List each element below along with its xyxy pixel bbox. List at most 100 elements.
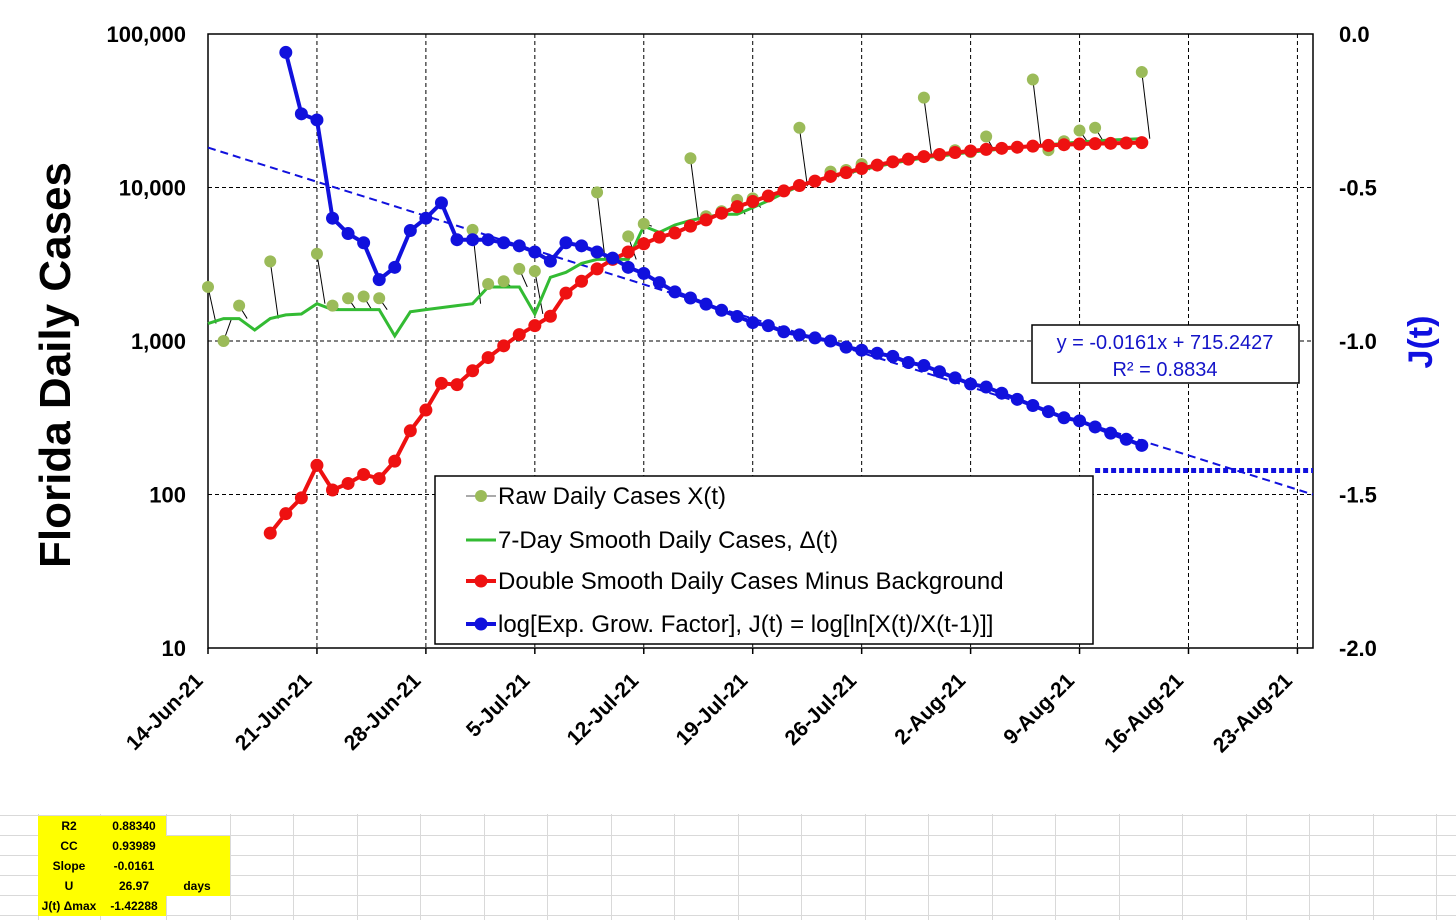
growth-factor-data-point	[668, 285, 682, 299]
raw-connector-line	[207, 286, 217, 324]
growth-factor-data-point	[1073, 414, 1087, 428]
double-smooth-data-point	[932, 148, 946, 162]
legend: Raw Daily Cases X(t) 7-Day Smooth Daily …	[434, 475, 1094, 645]
chart-canvas: 10 100 1,000 10,000 100,000 -2.0 -1.5 -1.0 -0.5…	[0, 0, 1456, 814]
growth-factor-data-point	[575, 239, 589, 253]
growth-factor-data-point	[652, 276, 666, 290]
growth-factor-data-point	[1010, 392, 1024, 406]
y-tick-label: 10	[162, 636, 186, 661]
legend-key-raw	[475, 490, 487, 502]
growth-factor-data-point	[901, 355, 915, 369]
sheet-row-line	[0, 855, 1456, 856]
growth-factor-data-point	[279, 45, 293, 59]
growth-factor-data-point	[683, 291, 697, 305]
legend-key-growth-factor	[474, 617, 488, 631]
growth-factor-data-point	[341, 227, 355, 241]
sheet-col-line	[547, 814, 548, 920]
raw-connector-line	[1141, 72, 1151, 139]
trendline-equation: y = -0.0161x + 715.2427	[1057, 332, 1274, 354]
growth-factor-data-point	[917, 359, 931, 373]
stat-value-jmax: -1.42288	[110, 899, 158, 913]
double-smooth-data-point	[341, 476, 355, 490]
growth-factor-data-point	[855, 343, 869, 357]
raw-data-point	[202, 280, 214, 293]
double-smooth-data-point	[326, 483, 340, 497]
double-smooth-data-point	[543, 309, 557, 323]
y-tick-label: 10,000	[119, 176, 186, 201]
growth-factor-data-point	[1088, 420, 1102, 434]
growth-factor-data-point	[1119, 432, 1133, 446]
growth-factor-data-point	[497, 236, 511, 250]
growth-factor-data-point	[886, 349, 900, 363]
sheet-col-line	[1182, 814, 1183, 920]
stat-label-cc: CC	[60, 839, 78, 853]
double-smooth-data-point	[730, 200, 744, 214]
double-smooth-data-point	[761, 189, 775, 203]
stat-value-r2: 0.88340	[112, 819, 156, 833]
raw-data-point	[1026, 73, 1039, 86]
double-smooth-data-point	[1010, 140, 1024, 154]
double-smooth-data-point	[575, 274, 589, 288]
raw-connector-line	[1032, 79, 1042, 147]
raw-data-point	[1135, 66, 1148, 79]
growth-factor-data-point	[466, 233, 480, 247]
double-smooth-data-point	[528, 319, 542, 333]
double-smooth-data-point	[434, 376, 448, 390]
double-smooth-data-point	[419, 403, 433, 417]
sheet-row-line	[0, 915, 1456, 916]
sheet-row-line	[0, 835, 1456, 836]
double-smooth-data-point	[808, 174, 822, 188]
double-smooth-data-point	[1073, 137, 1087, 151]
raw-connector-line	[923, 97, 933, 158]
y2-tick-label: 0.0	[1339, 22, 1370, 47]
double-smooth-data-point	[652, 230, 666, 244]
double-smooth-data-point	[824, 169, 838, 183]
y2-tick-label: -2.0	[1339, 636, 1377, 661]
stat-unit-u: days	[183, 879, 211, 893]
raw-data-point	[793, 121, 806, 134]
double-smooth-data-point	[855, 161, 869, 175]
growth-factor-data-point	[357, 236, 371, 250]
raw-data-point	[482, 278, 495, 291]
double-smooth-data-point	[637, 237, 651, 251]
sheet-col-line	[293, 814, 294, 920]
raw-data-point	[637, 217, 650, 230]
double-smooth-data-point	[1119, 136, 1133, 150]
double-smooth-data-point	[886, 155, 900, 169]
legend-label-smooth: 7-Day Smooth Daily Cases, Δ(t)	[498, 527, 838, 554]
stat-label-slope: Slope	[52, 859, 86, 873]
stat-value-u: 26.97	[118, 879, 150, 893]
growth-factor-data-point	[964, 377, 978, 391]
sheet-col-line	[420, 814, 421, 920]
raw-data-point	[528, 265, 541, 278]
growth-factor-data-point	[621, 260, 635, 274]
growth-factor-data-point	[310, 113, 324, 127]
chart-background	[0, 0, 1456, 814]
spreadsheet-grid: R2 0.88340 CC 0.93989 Slope -0.0161 U 26…	[0, 814, 1456, 920]
y2-tick-label: -1.5	[1339, 483, 1377, 508]
y-tick-label: 100,000	[106, 22, 186, 47]
growth-factor-data-point	[637, 266, 651, 280]
y-axis-title: Florida Daily Cases	[31, 162, 80, 568]
double-smooth-data-point	[1104, 136, 1118, 150]
growth-factor-data-point	[1057, 411, 1071, 425]
raw-data-point	[357, 290, 370, 303]
double-smooth-data-point	[715, 206, 729, 220]
raw-data-point	[684, 152, 697, 165]
growth-factor-data-point	[419, 211, 433, 225]
double-smooth-data-point	[466, 364, 480, 378]
sheet-col-line	[230, 814, 231, 920]
raw-data-point	[217, 335, 230, 347]
double-smooth-data-point	[372, 472, 386, 486]
growth-factor-data-point	[372, 273, 386, 287]
growth-factor-data-point	[1104, 426, 1118, 440]
double-smooth-data-point	[777, 184, 791, 198]
double-smooth-data-point	[746, 195, 760, 209]
sheet-col-line	[1119, 814, 1120, 920]
sheet-col-line	[928, 814, 929, 920]
growth-factor-data-point	[559, 236, 573, 250]
double-smooth-data-point	[403, 424, 417, 438]
double-smooth-data-point	[481, 351, 495, 365]
raw-connector-line	[596, 192, 606, 260]
legend-label-growth-factor: log[Exp. Grow. Factor], J(t) = log[ln[X(…	[498, 611, 993, 638]
